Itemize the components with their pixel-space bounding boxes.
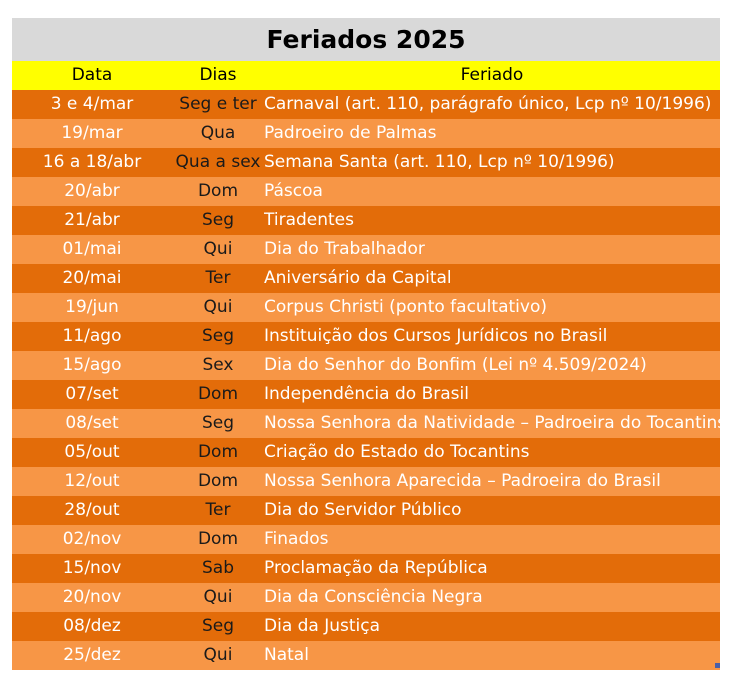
date-cell: 25/dez — [63, 645, 121, 665]
holiday-cell: Páscoa — [264, 181, 323, 201]
date-cell: 12/out — [64, 471, 120, 491]
table-row: 19/jun Qui Corpus Christi (ponto facultati… — [12, 293, 720, 322]
table-row: 25/dez Qui Natal — [12, 641, 720, 670]
date-cell: 05/out — [64, 442, 120, 462]
header-row: Data Dias Feriado — [12, 61, 720, 90]
date-cell: 19/mar — [61, 123, 123, 143]
column-header: Dias — [199, 65, 237, 85]
day-cell: Sex — [202, 355, 234, 375]
date-cell: 20/mai — [62, 268, 122, 288]
holiday-cell: Nossa Senhora da Natividade – Padroeira … — [264, 413, 720, 433]
date-cell: 07/set — [65, 384, 119, 404]
holiday-cell: Aniversário da Capital — [264, 268, 452, 288]
date-cell: 11/ago — [62, 326, 122, 346]
date-cell: 21/abr — [64, 210, 120, 230]
table-row: 3 e 4/mar Seg e ter Carnaval (art. 110, pa… — [12, 90, 720, 119]
date-cell: 15/nov — [62, 558, 122, 578]
day-cell: Dom — [197, 384, 239, 404]
column-header: Data — [71, 65, 113, 85]
holiday-cell: Instituição dos Cursos Jurídicos no Bras… — [264, 326, 608, 346]
holiday-cell: Dia do Trabalhador — [264, 239, 425, 259]
date-cell: 15/ago — [62, 355, 122, 375]
column-header: Feriado — [460, 65, 524, 85]
table-title: Feriados 2025 — [12, 18, 720, 61]
table-row: 01/mai Qui Dia do Trabalhador — [12, 235, 720, 264]
day-cell: Seg — [201, 326, 235, 346]
table-row: 05/out Dom Criação do Estado do Tocantins — [12, 438, 720, 467]
day-cell: Dom — [197, 181, 239, 201]
table-row: 08/dez Seg Dia da Justiça — [12, 612, 720, 641]
day-cell: Seg e ter — [179, 94, 257, 114]
holiday-cell: Dia do Servidor Público — [264, 500, 462, 520]
holiday-cell: Tiradentes — [264, 210, 354, 230]
table-row: 21/abr Seg Tiradentes — [12, 206, 720, 235]
table-body: 3 e 4/mar Seg e ter Carnaval (art. 110, pa… — [12, 90, 720, 670]
holiday-cell: Criação do Estado do Tocantins — [264, 442, 530, 462]
table-row: 19/mar Qua Padroeiro de Palmas — [12, 119, 720, 148]
holiday-table: Feriados 2025 Data Dias Feriado 3 e 4/mar S… — [12, 18, 720, 670]
table-row: 15/nov Sab Proclamação da República — [12, 554, 720, 583]
day-cell: Dom — [197, 471, 239, 491]
holiday-cell: Proclamação da República — [264, 558, 488, 578]
table-row: 08/set Seg Nossa Senhora da Natividade – P… — [12, 409, 720, 438]
holiday-cell: Independência do Brasil — [264, 384, 469, 404]
table-row: 28/out Ter Dia do Servidor Público — [12, 496, 720, 525]
table-row: 02/nov Dom Finados — [12, 525, 720, 554]
day-cell: Seg — [201, 413, 235, 433]
day-cell: Seg — [201, 210, 235, 230]
table-row: 20/nov Qui Dia da Consciência Negra — [12, 583, 720, 612]
date-cell: 28/out — [64, 500, 120, 520]
holiday-cell: Dia da Justiça — [264, 616, 381, 636]
day-cell: Seg — [201, 616, 235, 636]
day-cell: Sab — [202, 558, 234, 578]
holiday-cell: Padroeiro de Palmas — [264, 123, 437, 143]
day-cell: Dom — [197, 442, 239, 462]
day-cell: Qui — [203, 297, 233, 317]
day-cell: Ter — [205, 500, 231, 520]
table-row: 12/out Dom Nossa Senhora Aparecida – Padro… — [12, 467, 720, 496]
day-cell: Dom — [197, 529, 239, 549]
table-row: 11/ago Seg Instituição dos Cursos Jurídico… — [12, 322, 720, 351]
date-cell: 08/dez — [63, 616, 121, 636]
date-cell: 01/mai — [62, 239, 122, 259]
day-cell: Qui — [203, 587, 233, 607]
holiday-cell: Corpus Christi (ponto facultativo) — [264, 297, 547, 317]
holiday-cell: Natal — [264, 645, 309, 665]
holiday-cell: Finados — [264, 529, 329, 549]
date-cell: 19/jun — [65, 297, 119, 317]
day-cell: Ter — [205, 268, 231, 288]
table-row: 07/set Dom Independência do Brasil — [12, 380, 720, 409]
date-cell: 02/nov — [62, 529, 122, 549]
table-row: 20/mai Ter Aniversário da Capital — [12, 264, 720, 293]
resize-handle — [715, 663, 720, 668]
holiday-cell: Dia do Senhor do Bonfim (Lei nº 4.509/20… — [264, 355, 647, 375]
day-cell: Qua a sex — [175, 152, 261, 172]
holiday-cell: Carnaval (art. 110, parágrafo único, Lcp… — [264, 94, 712, 114]
date-cell: 16 a 18/abr — [42, 152, 142, 172]
date-cell: 3 e 4/mar — [50, 94, 134, 114]
date-cell: 20/abr — [64, 181, 120, 201]
day-cell: Qui — [203, 645, 233, 665]
holiday-cell: Dia da Consciência Negra — [264, 587, 483, 607]
holiday-cell: Nossa Senhora Aparecida – Padroeira do B… — [264, 471, 661, 491]
holiday-cell: Semana Santa (art. 110, Lcp nº 10/1996) — [264, 152, 615, 172]
day-cell: Qua — [200, 123, 236, 143]
date-cell: 20/nov — [62, 587, 122, 607]
day-cell: Qui — [203, 239, 233, 259]
table-row: 16 a 18/abr Qua a sex Semana Santa (art. 1… — [12, 148, 720, 177]
date-cell: 08/set — [65, 413, 119, 433]
table-row: 15/ago Sex Dia do Senhor do Bonfim (Lei nº… — [12, 351, 720, 380]
table-row: 20/abr Dom Páscoa — [12, 177, 720, 206]
